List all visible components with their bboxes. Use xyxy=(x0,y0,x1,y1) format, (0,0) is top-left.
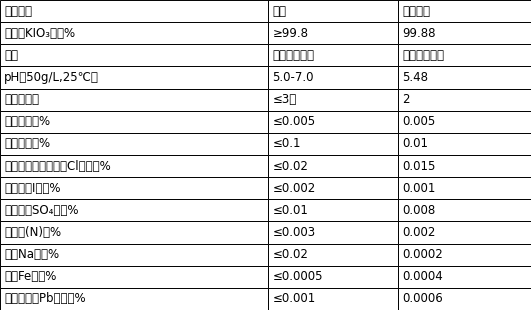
Bar xyxy=(398,266,531,288)
Text: 99.88: 99.88 xyxy=(402,27,436,40)
Bar xyxy=(0,66,268,89)
Text: 0.001: 0.001 xyxy=(402,182,436,195)
Text: 0.015: 0.015 xyxy=(402,160,436,173)
Bar xyxy=(268,89,398,111)
Bar xyxy=(268,66,398,89)
Text: ≤0.02: ≤0.02 xyxy=(272,248,309,261)
Text: 澄清度试验: 澄清度试验 xyxy=(4,93,39,106)
Text: 干燥失量，%: 干燥失量，% xyxy=(4,137,50,150)
Text: 碘化物（I），%: 碘化物（I），% xyxy=(4,182,61,195)
Text: 检验项目: 检验项目 xyxy=(4,5,32,18)
Bar xyxy=(398,111,531,133)
Bar xyxy=(398,155,531,177)
Text: 钠（Na），%: 钠（Na），% xyxy=(4,248,59,261)
Text: 0.0002: 0.0002 xyxy=(402,248,443,261)
Bar xyxy=(0,0,268,22)
Text: ≤0.001: ≤0.001 xyxy=(272,292,315,305)
Bar xyxy=(398,89,531,111)
Text: 含量（KIO₃），%: 含量（KIO₃），% xyxy=(4,27,75,40)
Text: 0.0006: 0.0006 xyxy=(402,292,443,305)
Bar xyxy=(0,221,268,244)
Text: 0.008: 0.008 xyxy=(402,204,436,217)
Bar xyxy=(268,288,398,310)
Bar xyxy=(398,133,531,155)
Bar xyxy=(268,133,398,155)
Text: 2: 2 xyxy=(402,93,410,106)
Bar xyxy=(0,22,268,44)
Bar xyxy=(398,0,531,22)
Bar xyxy=(268,221,398,244)
Text: ≥99.8: ≥99.8 xyxy=(272,27,309,40)
Text: 5.0-7.0: 5.0-7.0 xyxy=(272,71,314,84)
Text: 白色结晶粉末: 白色结晶粉末 xyxy=(402,49,444,62)
Bar xyxy=(268,44,398,66)
Text: 检测结果: 检测结果 xyxy=(402,5,431,18)
Text: 白色结晶粉末: 白色结晶粉末 xyxy=(272,49,314,62)
Bar xyxy=(0,44,268,66)
Bar xyxy=(0,155,268,177)
Text: ≤0.005: ≤0.005 xyxy=(272,115,315,128)
Bar xyxy=(0,266,268,288)
Text: 外观: 外观 xyxy=(4,49,18,62)
Bar xyxy=(0,133,268,155)
Bar xyxy=(0,244,268,266)
Bar xyxy=(268,155,398,177)
Text: 水不溶物，%: 水不溶物，% xyxy=(4,115,50,128)
Text: ≤0.0005: ≤0.0005 xyxy=(272,270,323,283)
Bar xyxy=(398,221,531,244)
Text: 0.0004: 0.0004 xyxy=(402,270,443,283)
Bar xyxy=(268,111,398,133)
Text: ≤0.003: ≤0.003 xyxy=(272,226,315,239)
Text: ≤3号: ≤3号 xyxy=(272,93,297,106)
Bar xyxy=(268,244,398,266)
Text: 0.002: 0.002 xyxy=(402,226,436,239)
Bar xyxy=(398,44,531,66)
Bar xyxy=(398,288,531,310)
Bar xyxy=(0,288,268,310)
Bar xyxy=(398,244,531,266)
Bar xyxy=(0,111,268,133)
Bar xyxy=(398,199,531,221)
Text: 5.48: 5.48 xyxy=(402,71,429,84)
Bar xyxy=(268,177,398,199)
Text: pH（50g/L,25℃）: pH（50g/L,25℃） xyxy=(4,71,99,84)
Bar xyxy=(0,177,268,199)
Bar xyxy=(398,22,531,44)
Bar xyxy=(268,199,398,221)
Bar xyxy=(398,66,531,89)
Bar xyxy=(0,199,268,221)
Text: ≤0.1: ≤0.1 xyxy=(272,137,301,150)
Text: 氯化物及氯酸盐（以Cl计），%: 氯化物及氯酸盐（以Cl计），% xyxy=(4,160,111,173)
Text: 重金属（以Pb计），%: 重金属（以Pb计），% xyxy=(4,292,86,305)
Bar xyxy=(398,177,531,199)
Text: 标准: 标准 xyxy=(272,5,286,18)
Text: ≤0.01: ≤0.01 xyxy=(272,204,309,217)
Bar xyxy=(268,266,398,288)
Text: 硫酸盐（SO₄），%: 硫酸盐（SO₄），% xyxy=(4,204,79,217)
Text: 0.01: 0.01 xyxy=(402,137,429,150)
Text: 0.005: 0.005 xyxy=(402,115,436,128)
Text: ≤0.002: ≤0.002 xyxy=(272,182,315,195)
Bar xyxy=(0,89,268,111)
Text: ≤0.02: ≤0.02 xyxy=(272,160,309,173)
Bar xyxy=(268,22,398,44)
Bar xyxy=(268,0,398,22)
Text: 铁（Fe），%: 铁（Fe），% xyxy=(4,270,57,283)
Text: 总氮量(N)，%: 总氮量(N)，% xyxy=(4,226,62,239)
